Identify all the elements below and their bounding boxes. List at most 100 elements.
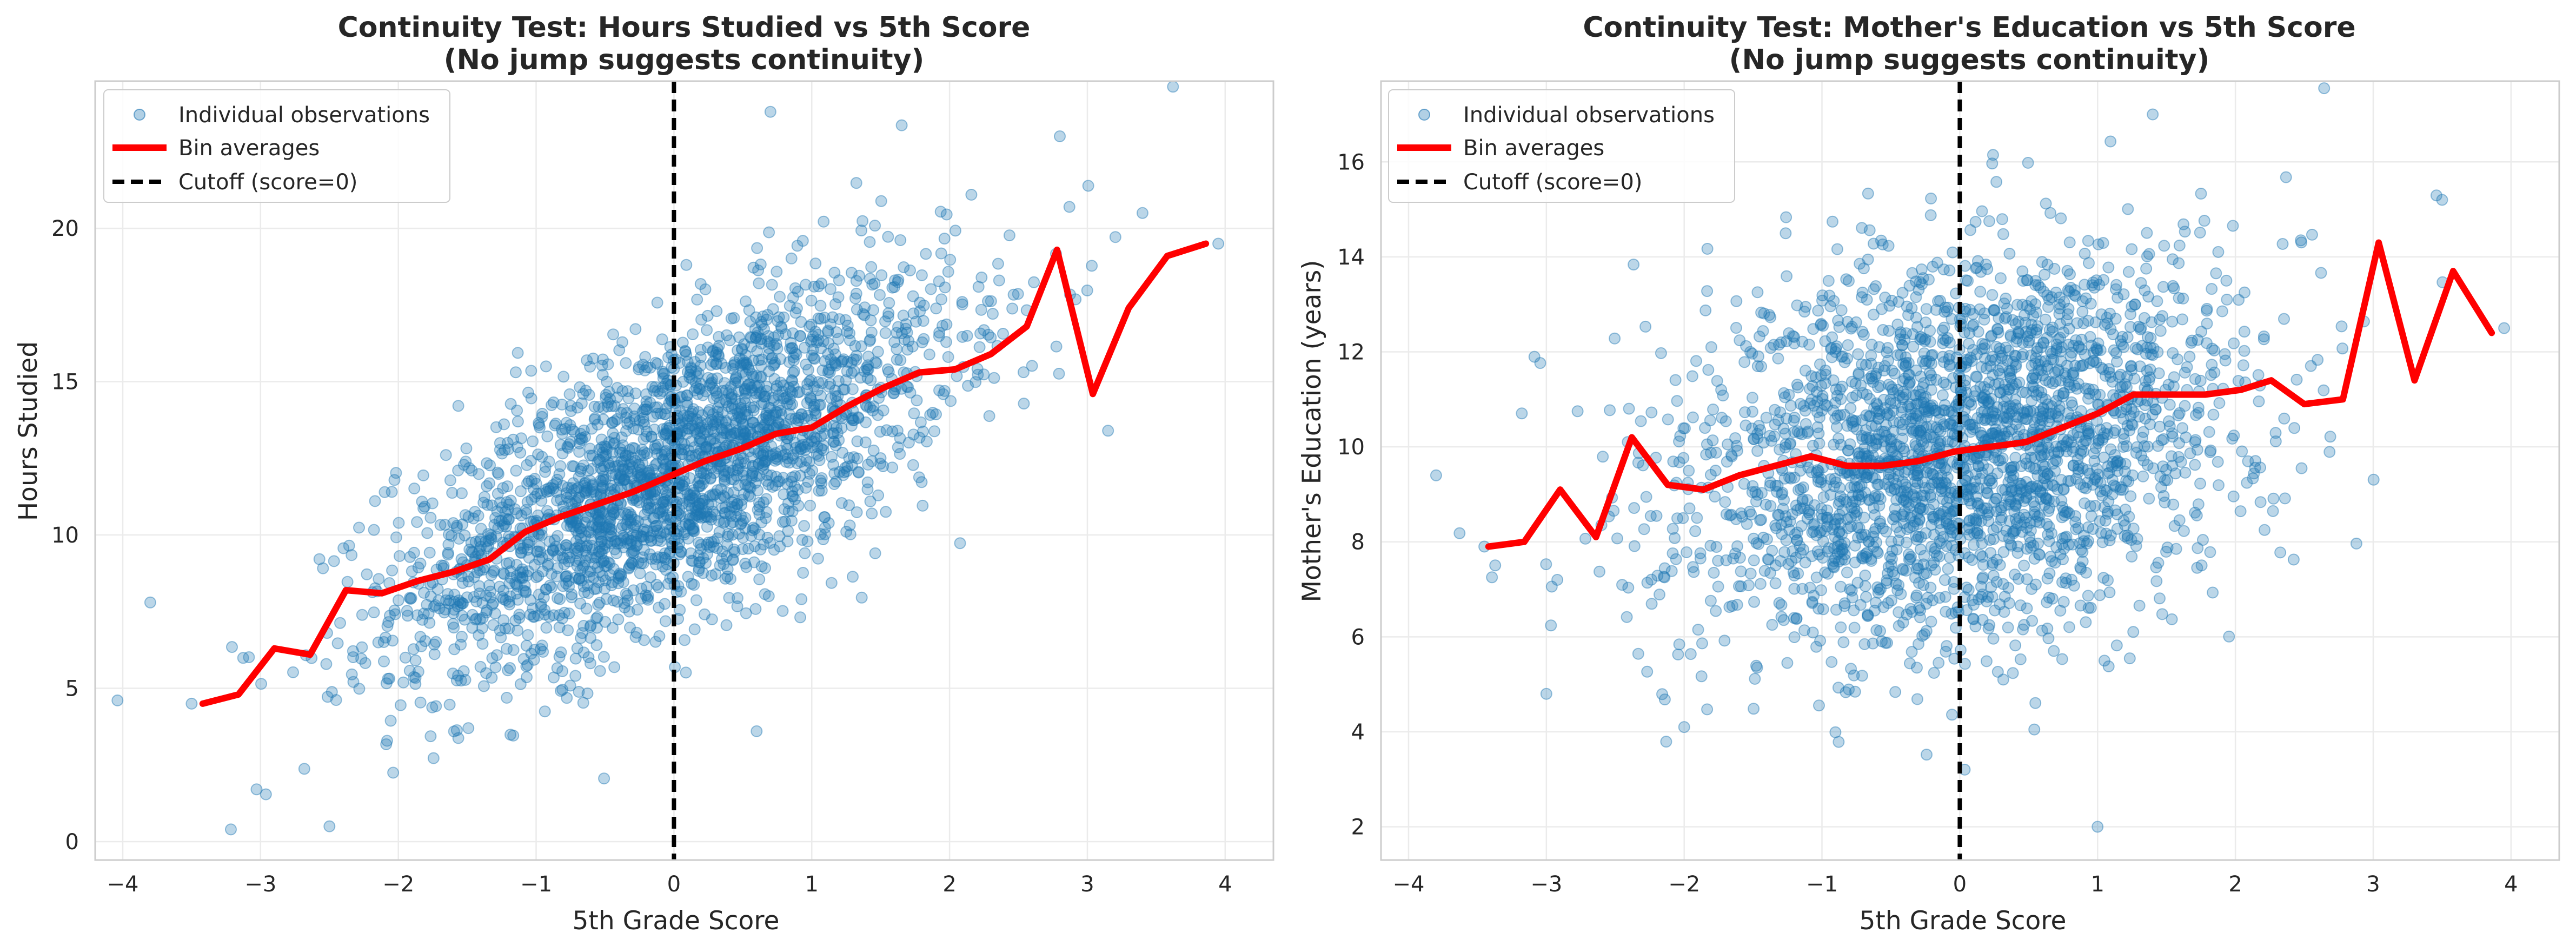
data-point <box>489 607 501 620</box>
data-point <box>843 499 855 512</box>
data-point <box>2276 238 2289 250</box>
data-point <box>1997 228 2009 240</box>
data-point <box>514 678 527 690</box>
legend-label-bins: Bin averages <box>178 136 320 161</box>
data-point <box>749 387 762 399</box>
data-point <box>1856 291 1868 303</box>
data-point <box>1897 564 1909 576</box>
data-point <box>1946 607 1958 620</box>
data-point <box>1699 304 1712 316</box>
data-point <box>795 408 808 420</box>
data-point <box>540 583 552 596</box>
data-point <box>801 536 814 547</box>
data-point <box>916 336 928 348</box>
data-point <box>2097 274 2110 286</box>
data-point <box>2117 441 2129 453</box>
data-point <box>871 357 883 369</box>
data-point <box>1831 243 1843 255</box>
data-point <box>660 427 672 439</box>
data-point <box>1979 342 1991 354</box>
data-point <box>715 483 727 495</box>
data-point <box>111 694 124 706</box>
data-point <box>1053 367 1065 380</box>
data-point <box>1645 406 1658 419</box>
data-point <box>558 606 570 619</box>
data-point <box>2127 626 2140 638</box>
data-point <box>795 593 808 605</box>
data-point <box>1888 367 1901 380</box>
data-point <box>2221 293 2233 306</box>
data-point <box>933 384 945 396</box>
data-point <box>855 591 868 604</box>
data-point <box>552 530 564 542</box>
data-point <box>1748 703 1760 715</box>
data-point <box>1939 591 1951 603</box>
data-point <box>809 257 822 270</box>
data-point <box>2103 586 2116 599</box>
data-point <box>614 537 626 550</box>
data-point <box>778 503 791 515</box>
data-point <box>566 460 579 472</box>
data-point <box>443 528 455 541</box>
data-point <box>1540 558 1552 571</box>
data-point <box>452 400 464 412</box>
data-point <box>575 632 587 644</box>
data-point <box>581 481 593 494</box>
data-point <box>1860 591 1872 603</box>
data-point <box>1924 209 1937 221</box>
data-point <box>1136 207 1148 219</box>
data-point <box>581 687 594 699</box>
data-point <box>486 652 499 664</box>
x-axis-label: 5th Grade Score <box>573 906 780 936</box>
data-point <box>1622 581 1635 594</box>
chart-title-line1: Continuity Test: Hours Studied vs 5th Sc… <box>338 11 1031 44</box>
data-point <box>656 333 668 346</box>
data-point <box>659 615 672 627</box>
data-point <box>652 534 664 547</box>
data-point <box>1832 314 1844 327</box>
data-point <box>2081 476 2094 488</box>
data-point <box>382 616 395 629</box>
data-point <box>1739 406 1751 419</box>
data-point <box>2198 215 2210 227</box>
data-point <box>546 399 557 411</box>
data-point <box>356 641 368 653</box>
data-point <box>628 513 641 526</box>
data-point <box>1667 455 1679 468</box>
data-point <box>571 642 583 654</box>
data-point <box>930 302 942 315</box>
data-point <box>2097 237 2109 249</box>
data-point <box>1889 686 1902 698</box>
data-point <box>2046 592 2059 605</box>
data-point <box>1867 308 1880 321</box>
data-point <box>840 526 853 538</box>
data-point <box>1609 332 1621 345</box>
data-point <box>2094 589 2106 601</box>
data-point <box>473 629 485 642</box>
data-point <box>1808 499 1821 511</box>
data-point <box>414 631 427 643</box>
data-point <box>1594 565 1605 578</box>
data-point <box>1798 624 1810 637</box>
data-point <box>829 298 841 310</box>
data-point <box>462 722 475 735</box>
data-point <box>744 490 756 503</box>
data-point <box>2100 422 2113 434</box>
data-point <box>225 823 237 836</box>
data-point <box>906 340 919 353</box>
data-point <box>651 296 663 309</box>
data-point <box>788 437 801 449</box>
data-point <box>833 313 846 325</box>
data-point <box>434 519 447 531</box>
data-point <box>2213 397 2226 409</box>
data-point <box>433 594 445 607</box>
data-point <box>683 519 695 531</box>
data-point <box>712 402 724 414</box>
data-point <box>2082 521 2094 533</box>
data-point <box>2259 524 2270 536</box>
data-point <box>1817 535 1829 547</box>
data-point <box>533 589 545 601</box>
data-point <box>1628 540 1641 552</box>
data-point <box>1662 413 1674 426</box>
data-point <box>700 440 712 453</box>
